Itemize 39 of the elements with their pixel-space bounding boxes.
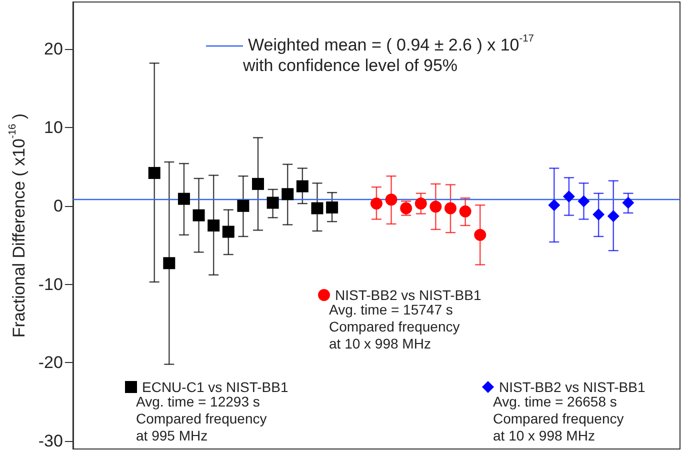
point bbox=[370, 198, 382, 210]
point bbox=[148, 166, 160, 179]
point bbox=[192, 209, 205, 222]
y-tick-label: -30 bbox=[38, 432, 63, 451]
point bbox=[459, 205, 472, 218]
point bbox=[414, 198, 427, 210]
y-tick-label: -10 bbox=[38, 274, 63, 294]
point bbox=[607, 210, 620, 222]
point bbox=[562, 190, 575, 202]
annotation: Avg. time = 26658 s Compared frequency at 10 x 998 MHz bbox=[493, 394, 624, 444]
y-axis-title: Fractional Difference ( x10-16 ) bbox=[8, 113, 28, 338]
point bbox=[252, 178, 264, 190]
point bbox=[178, 192, 190, 205]
point bbox=[208, 220, 220, 232]
y-tick-label: 10 bbox=[44, 118, 63, 137]
point bbox=[385, 194, 398, 206]
legend-label: NIST-BB2 vs NIST-BB1 bbox=[499, 379, 646, 395]
point bbox=[266, 196, 279, 209]
point bbox=[311, 202, 324, 214]
point bbox=[430, 200, 442, 213]
y-tick-label: -20 bbox=[38, 353, 63, 372]
point bbox=[237, 200, 250, 212]
point bbox=[548, 199, 560, 212]
y-tick-label: 0 bbox=[53, 196, 63, 216]
point bbox=[163, 257, 176, 270]
annotation: Avg. time = 15747 s Compared frequency at 10 x 998 MHz bbox=[329, 302, 460, 352]
point bbox=[326, 201, 338, 214]
point bbox=[444, 202, 456, 214]
legend-label: NIST-BB2 vs NIST-BB1 bbox=[335, 287, 482, 303]
legend-label: ECNU-C1 vs NIST-BB1 bbox=[142, 379, 288, 395]
annotation: Avg. time = 12293 s Compared frequency at 995 MHz bbox=[136, 394, 267, 444]
point bbox=[296, 180, 308, 192]
point bbox=[222, 226, 234, 238]
point bbox=[622, 196, 634, 209]
point bbox=[578, 195, 590, 208]
point bbox=[474, 228, 486, 241]
point bbox=[282, 188, 294, 200]
point bbox=[592, 208, 605, 221]
y-tick-label: 20 bbox=[44, 40, 63, 59]
